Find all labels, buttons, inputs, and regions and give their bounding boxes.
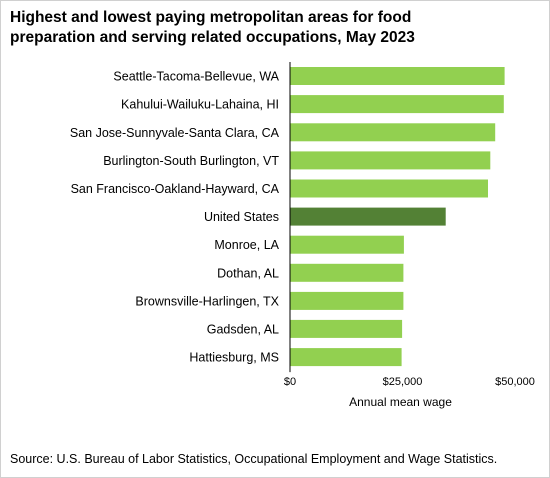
category-label-dothan-al: Dothan, AL: [217, 266, 279, 280]
x-axis-label: Annual mean wage: [349, 395, 452, 409]
chart-title: Highest and lowest paying metropolitan a…: [10, 8, 530, 48]
bar-san-jose-sunnyvale-santa-clara-ca: [290, 123, 496, 142]
source-note: Source: U.S. Bureau of Labor Statistics,…: [10, 452, 498, 466]
x-tick-label: $25,000: [383, 376, 423, 388]
bar-brownsville-harlingen-tx: [290, 291, 404, 310]
category-label-gadsden-al: Gadsden, AL: [207, 322, 279, 336]
bar-san-francisco-oakland-hayward-ca: [290, 179, 488, 198]
x-tick-label: $50,000: [495, 376, 535, 388]
bar-dothan-al: [290, 263, 404, 282]
bar-gadsden-al: [290, 319, 403, 338]
chart-title-line-2: preparation and serving related occupati…: [10, 29, 415, 46]
chart-title-line-1: Highest and lowest paying metropolitan a…: [10, 9, 412, 26]
bar-hattiesburg-ms: [290, 348, 402, 367]
category-label-san-francisco-oakland-hayward-ca: San Francisco-Oakland-Hayward, CA: [71, 182, 280, 196]
bar-chart: Seattle-Tacoma-Bellevue, WA Kahului-Wailu…: [70, 62, 535, 409]
category-label-hattiesburg-ms: Hattiesburg, MS: [189, 351, 279, 365]
category-label-monroe-la: Monroe, LA: [214, 238, 279, 252]
category-label-kahului-wailuku-lahaina-hi: Kahului-Wailuku-Lahaina, HI: [121, 98, 279, 112]
bar-seattle-tacoma-bellevue-wa: [290, 67, 505, 85]
bar-monroe-la: [290, 235, 404, 254]
bar-burlington-south-burlington-vt: [290, 151, 491, 170]
category-label-san-jose-sunnyvale-santa-clara-ca: San Jose-Sunnyvale-Santa Clara, CA: [70, 126, 280, 140]
category-label-united-states: United States: [204, 210, 279, 224]
bar-kahului-wailuku-lahaina-hi: [290, 95, 504, 114]
bar-united-states: [290, 207, 446, 226]
category-label-burlington-south-burlington-vt: Burlington-South Burlington, VT: [103, 154, 279, 168]
category-label-brownsville-harlingen-tx: Brownsville-Harlingen, TX: [135, 294, 279, 308]
category-label-seattle-tacoma-bellevue-wa: Seattle-Tacoma-Bellevue, WA: [113, 70, 279, 84]
x-tick-label: $0: [284, 376, 296, 388]
